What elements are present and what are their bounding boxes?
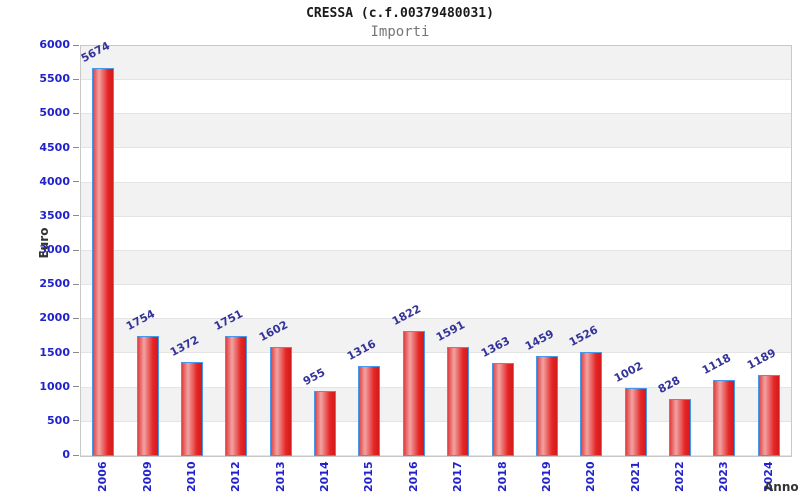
y-grid-band bbox=[81, 182, 791, 217]
x-axis-title: Anno bbox=[764, 480, 799, 494]
y-tick-label: 4000 bbox=[39, 174, 70, 188]
bar-2010 bbox=[180, 362, 203, 456]
y-grid-band bbox=[81, 217, 791, 251]
y-tick-mark bbox=[73, 283, 79, 285]
x-tick-label: 2010 bbox=[184, 461, 198, 492]
chart-title: CRESSA (c.f.00379480031) bbox=[306, 6, 494, 21]
bar-2015 bbox=[358, 366, 381, 456]
x-tick-label: 2014 bbox=[318, 461, 332, 492]
y-tick-label: 3000 bbox=[39, 243, 70, 256]
y-grid-band bbox=[81, 422, 791, 456]
y-tick-mark bbox=[73, 386, 79, 388]
x-tick-label: 2020 bbox=[584, 461, 598, 492]
y-grid-band bbox=[81, 285, 791, 320]
bar-2024 bbox=[757, 374, 780, 456]
y-grid-band bbox=[81, 114, 791, 149]
bar-2023 bbox=[713, 379, 736, 456]
y-tick-label: 0 bbox=[62, 448, 70, 461]
y-tick-mark bbox=[73, 454, 79, 456]
y-tick-label: 5000 bbox=[39, 106, 70, 120]
y-tick-label: 5500 bbox=[39, 72, 70, 86]
bar-2014 bbox=[314, 390, 337, 456]
y-tick-label: 2000 bbox=[39, 311, 70, 325]
y-tick-mark bbox=[73, 317, 79, 319]
bar-2012 bbox=[225, 336, 248, 456]
y-tick-mark bbox=[73, 420, 79, 422]
x-tick-label: 2012 bbox=[229, 461, 243, 492]
y-axis-title: Euro bbox=[37, 227, 51, 259]
y-tick-mark bbox=[73, 215, 79, 217]
bar-2017 bbox=[447, 347, 470, 456]
y-grid-band bbox=[81, 46, 791, 81]
y-grid-band bbox=[81, 149, 791, 183]
y-grid-band bbox=[81, 80, 791, 115]
x-tick-label: 2009 bbox=[140, 461, 154, 492]
y-grid-band bbox=[81, 319, 791, 354]
bar-2013 bbox=[269, 346, 292, 456]
y-tick-mark bbox=[73, 181, 79, 183]
bar-2021 bbox=[624, 387, 647, 456]
y-tick-mark bbox=[73, 147, 79, 148]
bar-2020 bbox=[580, 351, 603, 456]
chart-subtitle: Importi bbox=[370, 24, 430, 40]
plot-area bbox=[80, 45, 792, 457]
y-tick-mark bbox=[73, 352, 79, 353]
x-tick-label: 2022 bbox=[673, 461, 687, 492]
y-tick-label: 6000 bbox=[39, 38, 70, 51]
x-tick-label: 2019 bbox=[539, 461, 553, 492]
y-tick-label: 4500 bbox=[39, 140, 70, 154]
x-tick-label: 2006 bbox=[96, 461, 110, 492]
y-grid-band bbox=[81, 251, 791, 286]
y-tick-mark bbox=[73, 44, 79, 46]
x-tick-label: 2016 bbox=[406, 461, 420, 492]
y-tick-label: 2500 bbox=[39, 277, 70, 291]
bar-2019 bbox=[535, 356, 558, 456]
y-tick-mark bbox=[73, 112, 79, 114]
x-tick-label: 2021 bbox=[628, 461, 642, 492]
x-tick-label: 2023 bbox=[717, 461, 731, 492]
x-tick-label: 2013 bbox=[273, 461, 287, 492]
bar-2022 bbox=[669, 399, 692, 456]
bar-2009 bbox=[136, 336, 159, 456]
y-tick-label: 1000 bbox=[39, 379, 70, 393]
y-tick-label: 500 bbox=[47, 413, 70, 427]
bar-2006 bbox=[92, 68, 115, 456]
y-tick-mark bbox=[73, 78, 79, 80]
y-grid-band bbox=[81, 354, 791, 388]
y-tick-label: 1500 bbox=[39, 345, 70, 359]
x-tick-label: 2015 bbox=[362, 461, 376, 492]
x-tick-label: 2018 bbox=[495, 461, 509, 492]
bar-2016 bbox=[402, 331, 425, 456]
y-tick-mark bbox=[73, 249, 79, 251]
y-tick-label: 3500 bbox=[39, 208, 70, 222]
bar-2018 bbox=[491, 362, 514, 456]
x-tick-label: 2017 bbox=[451, 461, 465, 492]
